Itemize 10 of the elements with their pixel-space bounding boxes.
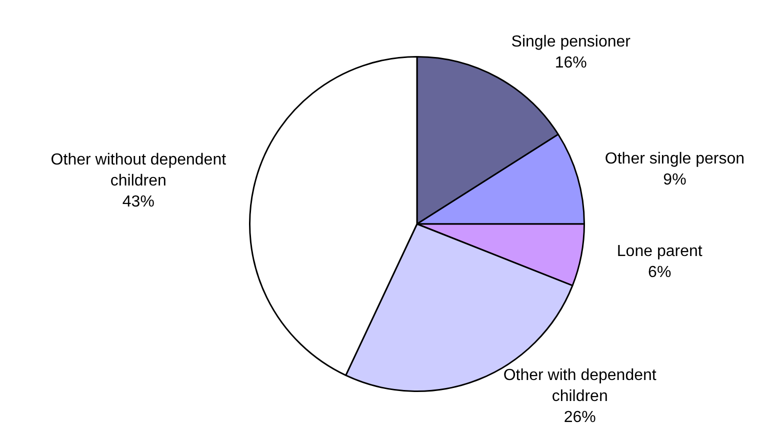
data-label: 26% — [564, 408, 596, 426]
slice-label: Other with dependent children — [503, 366, 657, 405]
data-label: 16% — [554, 54, 587, 72]
slice-label: Other without dependent children — [50, 152, 227, 190]
data-label: 6% — [648, 264, 672, 282]
data-label: 43% — [122, 194, 154, 211]
data-label: 9% — [663, 171, 686, 188]
slice-label: Other single person — [604, 150, 745, 168]
slice-label: Single pensioner — [511, 33, 632, 50]
slice-label: Lone parent — [616, 243, 703, 260]
